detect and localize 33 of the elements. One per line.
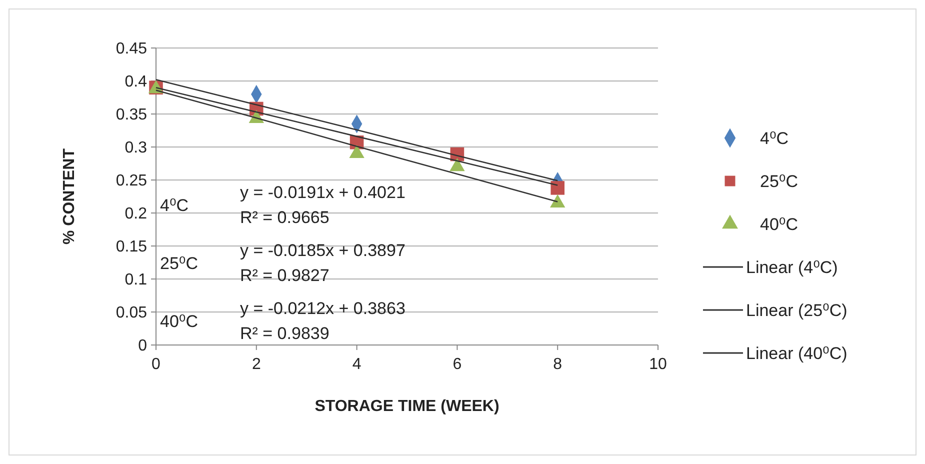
annotation: 25⁰C xyxy=(160,254,198,273)
legend-label: Linear (40⁰C) xyxy=(746,344,848,363)
annotation: y = -0.0212x + 0.3863 xyxy=(240,299,406,318)
y-axis-title: % CONTENT xyxy=(61,148,78,244)
x-tick-label: 8 xyxy=(553,356,562,373)
annotation: R² = 0.9827 xyxy=(240,266,330,285)
legend-label: Linear (4⁰C) xyxy=(746,258,838,277)
annotation: R² = 0.9839 xyxy=(240,324,330,343)
x-tick-label: 2 xyxy=(252,356,261,373)
y-tick-label: 0.3 xyxy=(124,140,148,157)
x-axis-title: STORAGE TIME (WEEK) xyxy=(314,398,500,415)
y-tick-label: 0.2 xyxy=(124,206,148,223)
legend-label: Linear (25⁰C) xyxy=(746,300,848,320)
legend-label: 4⁰C xyxy=(760,128,789,148)
legend-label: 25⁰C xyxy=(760,172,798,191)
y-tick-label: 0.4 xyxy=(124,74,148,91)
annotation: y = -0.0191x + 0.4021 xyxy=(240,183,406,202)
y-tick-label: 0.1 xyxy=(124,272,148,289)
legend-label: 40⁰C xyxy=(760,214,798,234)
y-tick-label: 0.05 xyxy=(116,304,148,322)
y-tick-label: 0.35 xyxy=(116,106,148,124)
x-tick-label: 4 xyxy=(352,356,362,373)
y-tick-label: 0.45 xyxy=(116,40,148,58)
y-tick-label: 0.25 xyxy=(116,172,148,190)
y-tick-label: 0 xyxy=(138,338,148,355)
x-tick-label: 0 xyxy=(152,356,161,373)
y-tick-label: 0.15 xyxy=(116,238,148,256)
annotation: 40⁰C xyxy=(160,312,198,331)
annotation: y = -0.0185x + 0.3897 xyxy=(240,241,406,260)
annotation: 4⁰C xyxy=(160,196,189,215)
annotation: R² = 0.9665 xyxy=(240,208,330,227)
x-tick-label: 6 xyxy=(452,356,462,373)
x-tick-label: 10 xyxy=(649,356,667,373)
